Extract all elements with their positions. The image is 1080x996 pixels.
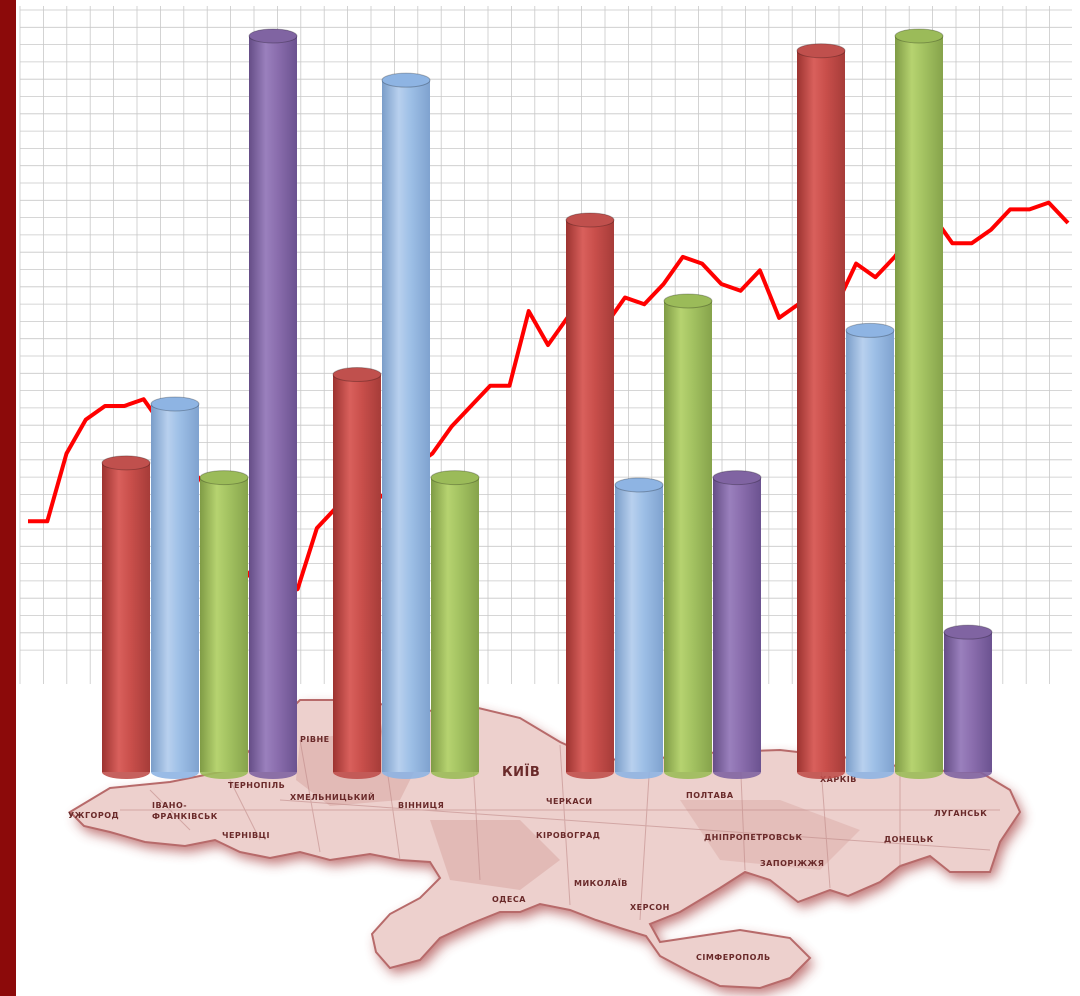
bar-body [200, 477, 248, 772]
left-border-band [0, 0, 16, 996]
bar-group-1-series-4 [248, 28, 298, 779]
city-vinnytsia: ВІННИЦЯ [398, 801, 444, 810]
bar-top [712, 470, 762, 486]
city-poltava: ПОЛТАВА [686, 791, 734, 800]
bar-group-2-series-2 [381, 72, 431, 779]
bar-group-1-series-1 [101, 455, 151, 779]
bar-top [894, 28, 944, 44]
bar-top [614, 477, 664, 493]
city-kharkiv: ХАРКІВ [820, 775, 857, 784]
city-cherkasy: ЧЕРКАСИ [546, 797, 593, 806]
bar-top [332, 367, 382, 383]
city-luhansk: ЛУГАНСЬК [934, 809, 987, 818]
map-internal-borders [120, 711, 1000, 921]
bar-top [943, 624, 993, 640]
bar-body [249, 36, 297, 772]
bar-body [713, 477, 761, 772]
bar-top [381, 72, 431, 88]
ukraine-map: УЖГОРОД ІВАНО- ФРАНКІВСЬК ЧЕРНІВЦІ ТЕРНО… [68, 699, 1024, 994]
bar-group-4-series-1 [796, 43, 846, 779]
city-kirovohrad: КІРОВОГРАД [536, 831, 600, 840]
city-simferopol: СІМФЕРОПОЛЬ [696, 953, 771, 962]
city-kherson: ХЕРСОН [630, 903, 670, 912]
city-odesa: ОДЕСА [492, 895, 526, 904]
bar-body [151, 404, 199, 772]
bar-group-3-series-3 [663, 293, 713, 779]
city-ivano-frankivsk-line2: ФРАНКІВСЬК [152, 812, 218, 821]
bar-body [566, 220, 614, 772]
bar-top [845, 322, 895, 338]
bar-group-4-series-3 [894, 28, 944, 779]
bar-body [797, 50, 845, 773]
bar-top [248, 28, 298, 44]
bar-body [664, 300, 712, 772]
city-kyiv: КИЇВ [502, 764, 540, 780]
city-mykolaiv: МИКОЛАЇВ [574, 878, 628, 888]
city-uzhhorod: УЖГОРОД [68, 811, 119, 820]
bar-group-2-series-1 [332, 367, 382, 779]
bar-body [944, 632, 992, 772]
bar-top [430, 470, 480, 486]
bar-body [431, 477, 479, 772]
bar-body [102, 462, 150, 772]
bar-top [663, 293, 713, 309]
map-region-center [430, 820, 560, 890]
city-chernivtsi: ЧЕРНІВЦІ [222, 831, 270, 840]
bar-group-4-series-2 [845, 322, 895, 779]
bar-body [895, 36, 943, 772]
bar-group-1-series-2 [150, 396, 200, 779]
map-city-labels: УЖГОРОД ІВАНО- ФРАНКІВСЬК ЧЕРНІВЦІ ТЕРНО… [68, 735, 987, 962]
bar-top [565, 212, 615, 228]
bar-group-3-series-4 [712, 470, 762, 779]
bar-top [796, 43, 846, 59]
bar-top [150, 396, 200, 412]
bar-body [333, 374, 381, 772]
bar-group-3-series-1 [565, 212, 615, 779]
bar-group-1-series-3 [199, 470, 249, 779]
city-dnipropetrovsk: ДНІПРОПЕТРОВСЬК [704, 833, 803, 842]
bar-body [382, 80, 430, 772]
city-zaporizhzhia: ЗАПОРІЖЖЯ [760, 859, 824, 868]
city-ivano-frankivsk-line1: ІВАНО- [152, 801, 187, 810]
city-ternopil: ТЕРНОПІЛЬ [228, 781, 285, 790]
city-rivne: РІВНЕ [300, 735, 330, 744]
bar-group-2-series-3 [430, 470, 480, 779]
city-khmelnytskyi: ХМЕЛЬНИЦЬКИЙ [290, 791, 375, 802]
bar-body [615, 484, 663, 772]
bar-top [199, 470, 249, 486]
bar-group-4-series-4 [943, 624, 993, 779]
city-donetsk: ДОНЕЦЬК [884, 835, 934, 844]
bar-group-3-series-2 [614, 477, 664, 779]
bar-top [101, 455, 151, 471]
bar-body [846, 330, 894, 772]
bars-layer [101, 28, 993, 779]
